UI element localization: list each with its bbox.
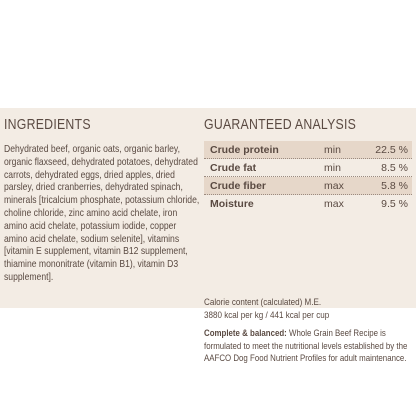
ingredients-heading: INGREDIENTS — [4, 116, 91, 133]
nutrition-panel: INGREDIENTS GUARANTEED ANALYSIS Dehydrat… — [0, 108, 416, 364]
table-row: Crude protein min 22.5 % — [204, 141, 412, 159]
calorie-content-value: 3880 kcal per kg / 441 kcal per cup — [204, 310, 330, 321]
calorie-content-label: Calorie content (calculated) M.E. — [204, 297, 322, 308]
table-row: Crude fiber max 5.8 % — [204, 177, 412, 195]
nutrient-name: Crude fat — [210, 161, 257, 174]
table-row: Moisture max 9.5 % — [204, 195, 412, 212]
guaranteed-analysis-table: Crude protein min 22.5 % Crude fat min 8… — [204, 141, 412, 212]
complete-balanced-label: Complete & balanced: — [204, 328, 287, 339]
nutrient-value: 5.8 % — [381, 179, 408, 192]
complete-balanced-text: Whole Grain Beef Recipe is formulated to… — [204, 328, 408, 365]
ingredients-text: Dehydrated beef, organic oats, organic b… — [4, 143, 200, 283]
nutrient-qualifier: min — [324, 161, 341, 174]
table-row: Crude fat min 8.5 % — [204, 159, 412, 177]
nutrient-qualifier: min — [324, 143, 341, 156]
nutrient-qualifier: max — [324, 197, 344, 210]
complete-balanced-statement: Complete & balanced: Whole Grain Beef Re… — [204, 328, 412, 366]
nutrient-name: Crude fiber — [210, 179, 267, 192]
nutrient-name: Crude protein — [210, 143, 279, 156]
nutrient-name: Moisture — [210, 197, 254, 210]
nutrient-value: 9.5 % — [381, 197, 408, 210]
nutrient-qualifier: max — [324, 179, 344, 192]
nutrient-value: 8.5 % — [381, 161, 408, 174]
nutrient-value: 22.5 % — [375, 143, 408, 156]
guaranteed-analysis-heading: GUARANTEED ANALYSIS — [204, 116, 357, 133]
